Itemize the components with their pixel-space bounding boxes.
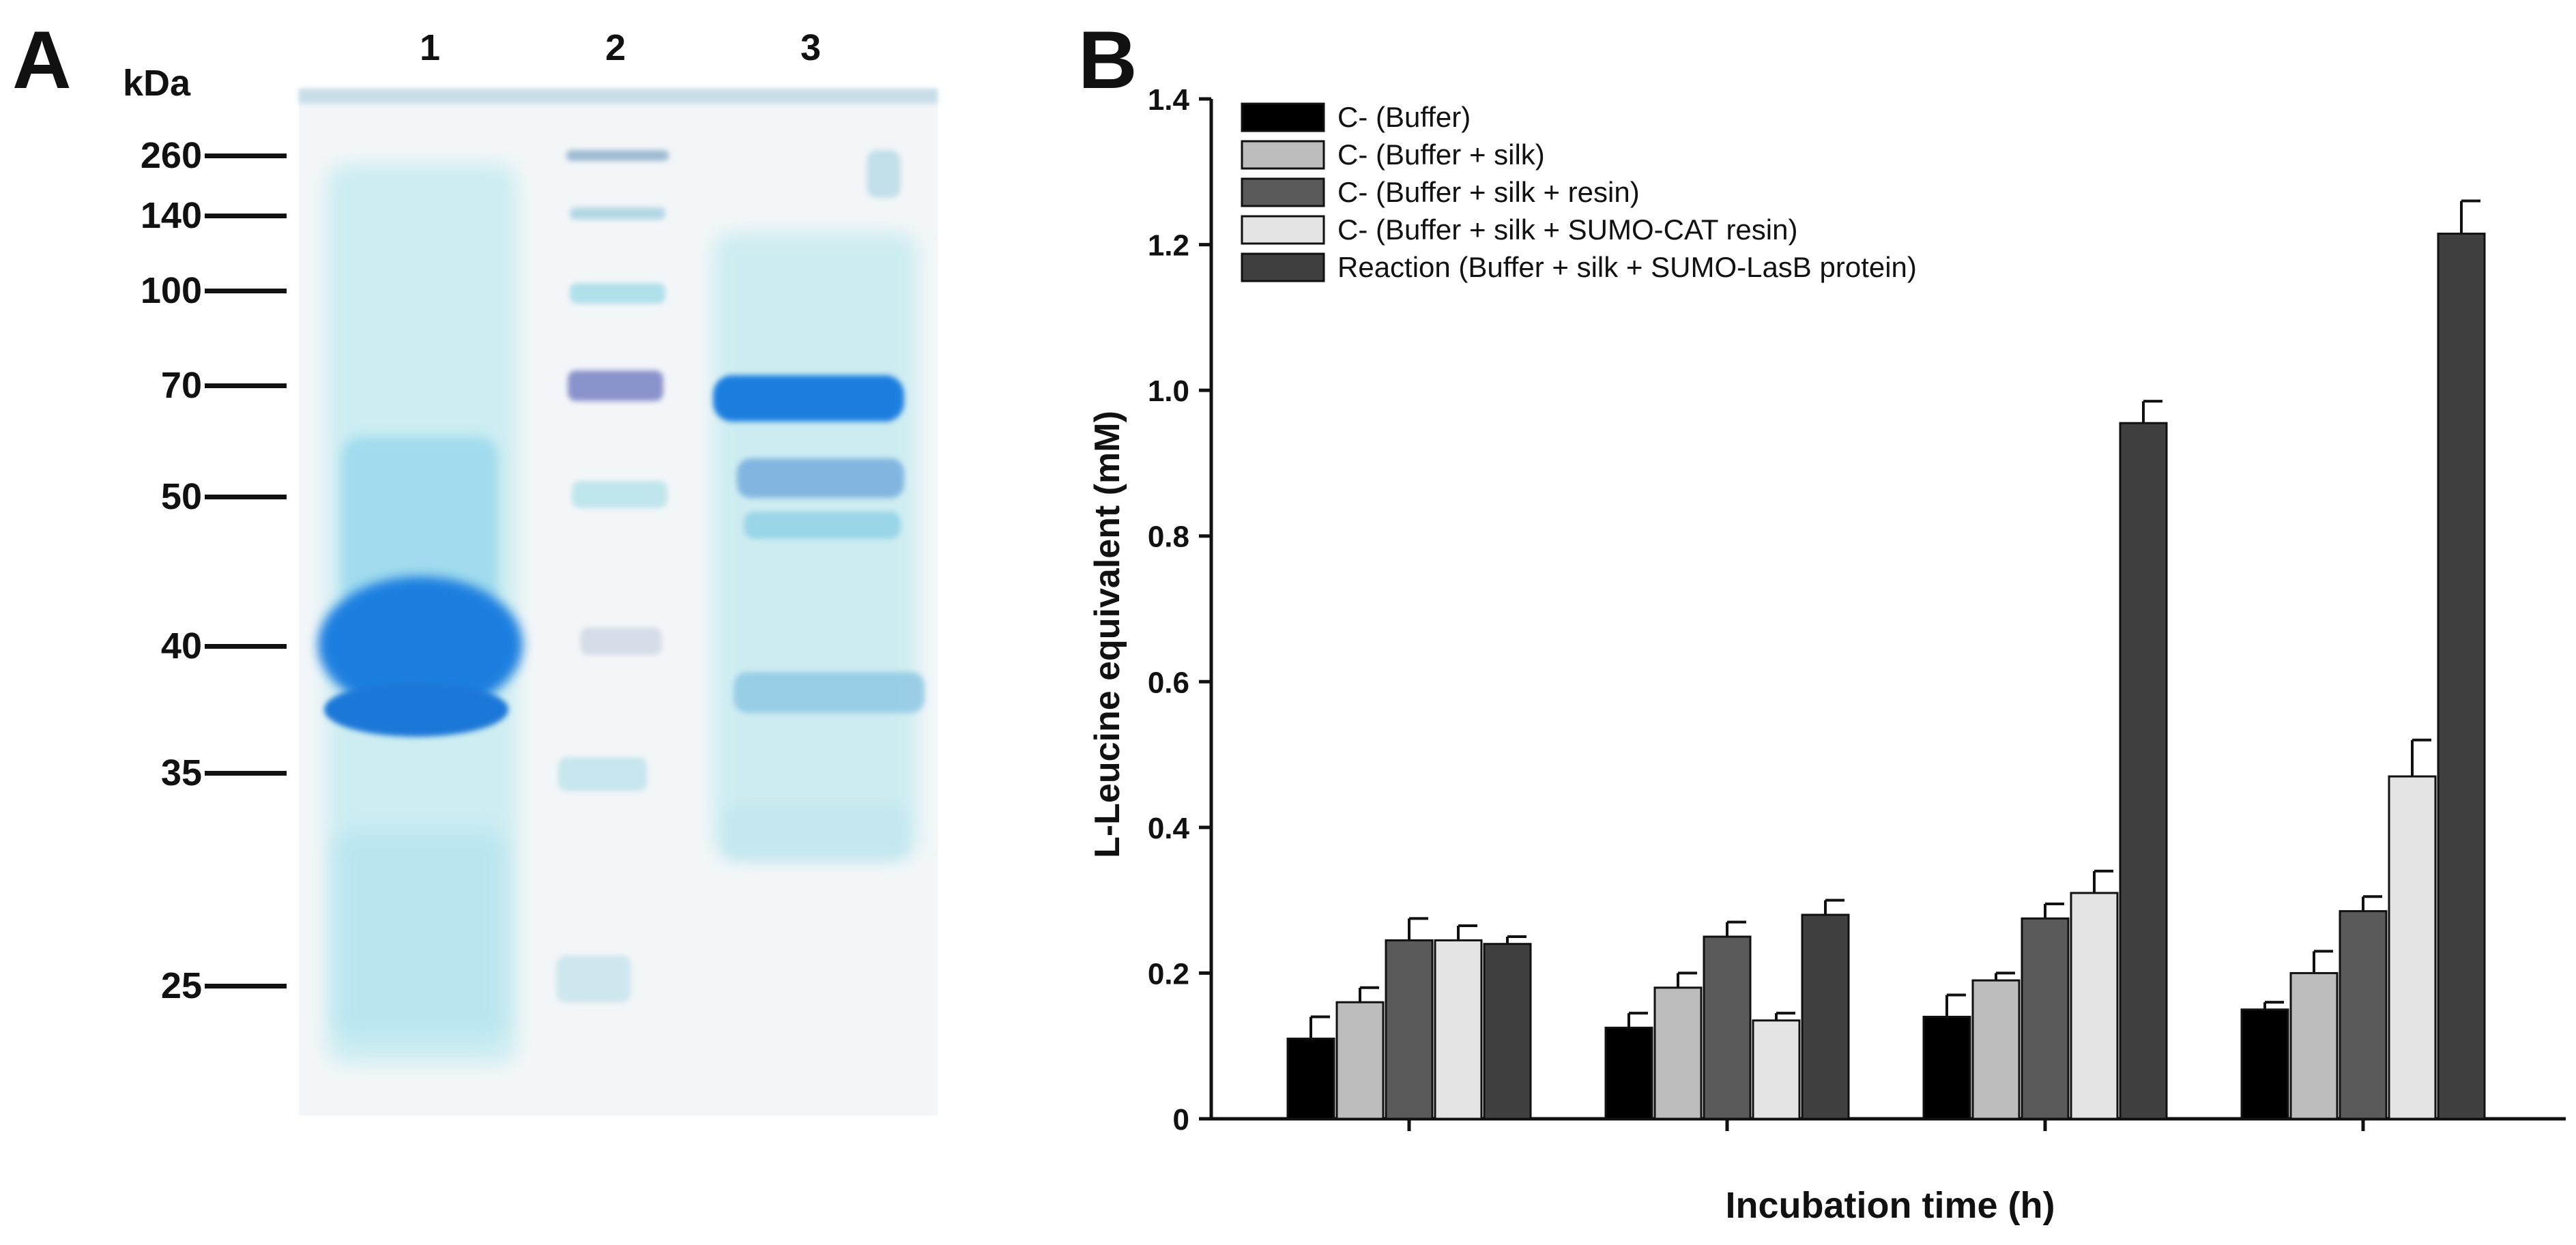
legend-label: C- (Buffer + silk) [1337, 138, 1545, 171]
lane-1 [318, 164, 523, 1064]
bar-chart: 0 0.2 0.4 0.6 0.8 1.0 1.2 1.4 C- (Buffer) C- (Bu… [1088, 83, 2566, 1226]
x-axis-label: Incubation time (h) [1726, 1185, 2055, 1226]
marker-label-40: 40 [161, 626, 202, 667]
legend-label: C- (Buffer + silk + SUMO-CAT resin) [1337, 214, 1797, 246]
marker-label-50: 50 [161, 476, 202, 517]
bar [2021, 917, 2070, 1120]
marker-label-260: 260 [141, 135, 202, 176]
marker-tick-40 [205, 644, 287, 649]
lane-label-2: 2 [605, 27, 626, 68]
ladder-70-band [568, 370, 663, 401]
bar [1653, 986, 1703, 1120]
marker-tick-100 [205, 289, 287, 293]
y-tick-label-1.2: 1.2 [1148, 229, 1189, 263]
marker-tick-260 [205, 153, 287, 158]
bar [1922, 1016, 1971, 1120]
bar [1385, 939, 1434, 1120]
gel-figure: kDa 1 2 3 260 140 100 70 50 40 35 25 [123, 27, 938, 1115]
marker-label-35: 35 [161, 752, 202, 793]
y-tick-label-1.0: 1.0 [1148, 375, 1189, 408]
legend-label: Reaction (Buffer + silk + SUMO-LasB prot… [1337, 251, 1917, 283]
lane-2-ladder [556, 150, 669, 1003]
bar [1703, 935, 1752, 1120]
bar [1286, 1038, 1335, 1120]
lane-labels: 1 2 3 [420, 27, 821, 68]
marker-label-140: 140 [141, 195, 202, 236]
marker-tick-70 [205, 383, 287, 388]
bar [1752, 1019, 1801, 1120]
gel-panel: A kDa 1 2 3 260 140 100 70 50 40 35 25 [0, 0, 955, 1245]
y-tick-label-0.6: 0.6 [1148, 666, 1189, 699]
y-axis-label: L-Leucine equivalent (mM) [1088, 411, 1127, 858]
marker-tick-25 [205, 984, 287, 988]
lane-3-main-band [713, 375, 904, 422]
lane-3 [713, 150, 925, 860]
legend-label: C- (Buffer + silk + resin) [1337, 176, 1640, 208]
kda-unit-label: kDa [123, 63, 191, 104]
molecular-weight-markers: 260 140 100 70 50 40 35 25 [141, 135, 287, 1006]
bar [2119, 422, 2168, 1120]
chart-panel: B 0 0.2 0.4 0.6 0.8 1.0 1.2 1.4 C- (Buffer) C- (… [1065, 0, 2576, 1245]
bar [2437, 233, 2486, 1120]
bar [2339, 910, 2388, 1120]
bar [1434, 939, 1483, 1120]
legend-label: C- (Buffer) [1337, 101, 1471, 133]
bar [2240, 1008, 2289, 1120]
y-tick-label-1.4: 1.4 [1148, 83, 1190, 117]
panel-b-letter: B [1078, 14, 1138, 106]
marker-tick-50 [205, 495, 287, 499]
marker-label-100: 100 [141, 270, 202, 311]
y-tick-label-0: 0 [1173, 1103, 1189, 1137]
legend-swatch [1241, 177, 1325, 207]
bar [2070, 892, 2119, 1120]
y-tick-label-0.8: 0.8 [1148, 521, 1189, 554]
legend-swatch [1241, 102, 1325, 132]
bar [1604, 1027, 1653, 1120]
bar [1971, 979, 2021, 1120]
bar [2289, 971, 2339, 1120]
bar [2388, 775, 2437, 1120]
legend-swatch [1241, 252, 1325, 282]
marker-label-25: 25 [161, 965, 202, 1006]
marker-tick-35 [205, 771, 287, 776]
panel-a-letter: A [12, 14, 72, 106]
legend-swatch [1241, 140, 1325, 170]
bar [1801, 913, 1850, 1120]
lane-1-main-band [318, 576, 523, 713]
bar [1483, 943, 1532, 1120]
y-tick-label-0.2: 0.2 [1148, 957, 1189, 991]
legend-swatch [1241, 215, 1325, 245]
lane-label-1: 1 [420, 27, 440, 68]
y-tick-label-0.4: 0.4 [1148, 812, 1190, 845]
bar [1335, 1001, 1385, 1120]
lane-label-3: 3 [800, 27, 821, 68]
marker-tick-140 [205, 214, 287, 218]
marker-label-70: 70 [161, 365, 202, 406]
